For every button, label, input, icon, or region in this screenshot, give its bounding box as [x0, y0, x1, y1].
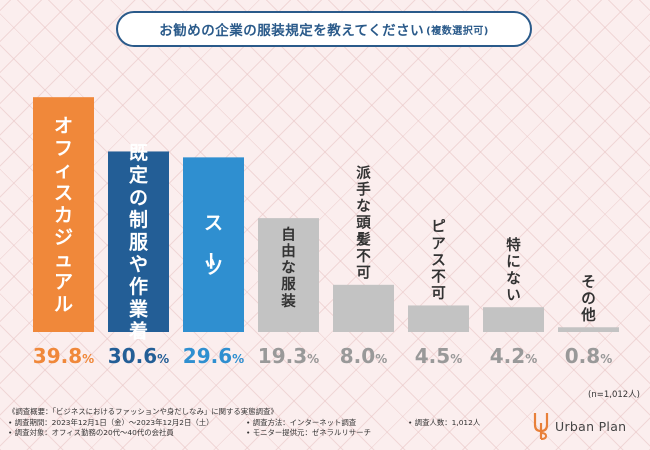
bar-4	[333, 284, 394, 332]
category-label-0: オフィスカジュアル	[54, 115, 73, 315]
category-label-1: 既定の制服や作業着	[128, 142, 149, 342]
urban-plan-logo: Urban Plan	[532, 411, 642, 441]
value-label-5: 4.5%	[415, 344, 462, 368]
note-target: • 調査対象：オフィス勤務の20代〜40代の会社員	[8, 428, 174, 437]
urban-plan-logo-icon	[533, 413, 549, 440]
value-label-0: 39.8%	[33, 344, 94, 368]
note-method: • 調査方法：インターネット調査	[246, 417, 357, 427]
chart-title: お勧めの企業の服装規定を教えてください	[159, 23, 425, 39]
bar-3	[258, 218, 319, 332]
category-label-5: ピアス不可	[431, 219, 446, 302]
note-provider: • モニター提供元：ゼネラルリサーチ	[246, 428, 371, 437]
note-period: • 調査期間：2023年12月1日（金）〜2023年12月2日（土）	[8, 417, 214, 427]
bar-6	[483, 307, 544, 332]
category-label-6: 特にない	[506, 236, 521, 304]
logo-text: Urban Plan	[555, 418, 627, 434]
survey-notes: 《調査概要：「ビジネスにおけるファッションや身だしなみ」に関する実態調査》 • …	[8, 407, 480, 447]
bar-7	[558, 327, 619, 332]
bar-0	[33, 97, 94, 333]
sample-size-note: (n=1,012人)	[588, 390, 640, 400]
value-label-7: 0.8%	[565, 344, 612, 368]
bar-5	[408, 305, 469, 332]
category-label-7: その他	[580, 275, 596, 324]
value-label-3: 19.3%	[258, 344, 319, 368]
category-label-4: 派手な頭髪不可	[355, 165, 371, 282]
note-survey-summary: 《調査概要：「ビジネスにおけるファッションや身だしなみ」に関する実態調査》	[8, 407, 278, 416]
value-label-4: 8.0%	[340, 344, 387, 368]
value-label-2: 29.6%	[183, 344, 244, 368]
value-label-6: 4.2%	[490, 344, 537, 368]
note-count: • 調査人数：1,012人	[408, 417, 481, 427]
category-label-3: 自由な服装	[280, 225, 296, 309]
bar-1	[108, 151, 169, 332]
bar-2	[183, 157, 244, 332]
chart-title-sub: (複数選択可)	[426, 25, 489, 37]
chart-title-box: お勧めの企業の服装規定を教えてください (複数選択可)	[116, 11, 532, 47]
value-label-1: 30.6%	[108, 344, 169, 368]
category-label-2: スーツ	[199, 212, 223, 279]
